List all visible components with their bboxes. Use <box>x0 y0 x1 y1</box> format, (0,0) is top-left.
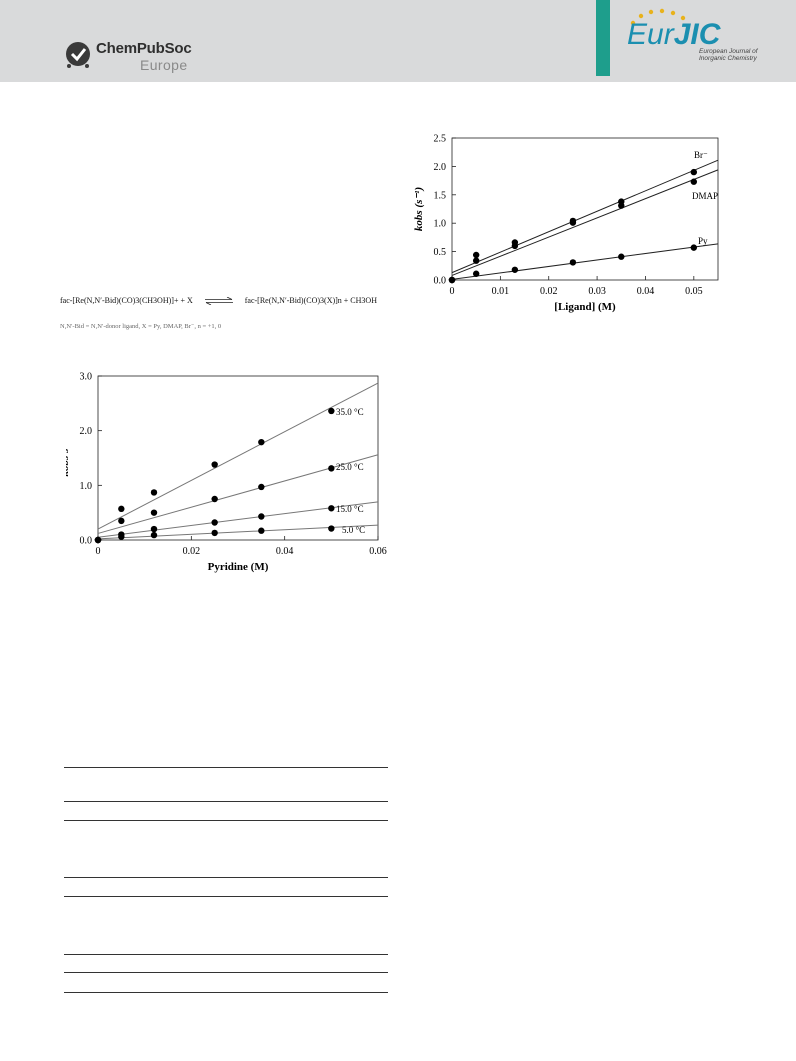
y-tick-label: 1.0 <box>80 481 93 492</box>
x-tick-label: 0 <box>450 286 455 297</box>
data-point <box>569 219 577 226</box>
x-tick-label: 0.02 <box>183 546 201 557</box>
x-tick-label: 0 <box>96 546 101 557</box>
data-point <box>472 251 480 259</box>
series-label: Br⁻ <box>694 150 708 160</box>
series-label: 25.0 °C <box>336 462 364 472</box>
table-rule <box>64 820 388 821</box>
table-rule <box>64 877 388 878</box>
x-tick-label: 0.02 <box>540 286 558 297</box>
reaction-equation: fac-[Re(N,N′-Bid)(CO)3(CH3OH)]+ + X fac-… <box>60 296 400 306</box>
data-point <box>448 276 456 284</box>
reaction-right-side: fac-[Re(N,N′-Bid)(CO)3(X)]n + CH3OH <box>244 296 377 305</box>
table-rule <box>64 954 388 955</box>
fit-line <box>451 169 719 276</box>
y-tick-label: 0.5 <box>434 247 447 258</box>
data-point <box>618 253 625 260</box>
data-point <box>472 257 480 264</box>
data-point <box>690 244 698 251</box>
header-band <box>0 0 796 82</box>
data-point <box>328 465 335 472</box>
journal-accent-bar <box>596 0 610 76</box>
data-point <box>211 519 218 526</box>
data-point <box>118 517 125 525</box>
x-tick-label: 0.01 <box>492 286 510 297</box>
data-point <box>118 533 125 540</box>
reaction-note: N,N′-Bid = N,N′-donor ligand, X = Py, DM… <box>60 323 222 330</box>
data-point <box>150 531 158 539</box>
series-label: 5.0 °C <box>342 525 365 535</box>
data-point <box>211 495 218 503</box>
data-point <box>150 509 158 516</box>
y-axis-label: kobs s⁻¹ <box>66 440 71 477</box>
chempubsoc-seal-icon <box>66 42 90 68</box>
data-point <box>618 202 625 209</box>
data-point <box>118 505 125 513</box>
data-point <box>569 259 577 266</box>
x-axis-label: [Ligand] (M) <box>554 301 616 313</box>
x-tick-label: 0.05 <box>685 286 703 297</box>
data-point <box>328 505 335 512</box>
table-rule <box>64 972 388 973</box>
publisher-name: ChemPubSoc <box>96 40 192 57</box>
data-point <box>150 525 158 533</box>
data-point <box>328 407 335 415</box>
eurjic-logo: EurJIC European Journal of Inorganic Che… <box>615 8 775 68</box>
x-tick-label: 0.04 <box>637 286 655 297</box>
chempubsoc-logo: ChemPubSoc Europe <box>60 36 210 76</box>
data-point <box>258 513 265 520</box>
pyridine-kobs-chart: 0.0 1.0 2.0 3.0 0 0.02 0.04 0.06 Pyridine (M) kob… <box>66 372 387 574</box>
table-rule <box>64 896 388 897</box>
journal-title-eur: Eur <box>627 18 674 51</box>
y-tick-label: 1.0 <box>434 219 447 230</box>
data-point <box>472 270 480 277</box>
y-tick-label: 2.0 <box>80 426 93 437</box>
journal-title: EurJIC <box>627 18 720 52</box>
fit-line <box>451 243 719 280</box>
y-tick-label: 0.0 <box>80 536 93 547</box>
publisher-region: Europe <box>140 57 188 73</box>
fit-line <box>97 382 379 530</box>
data-point <box>258 438 265 446</box>
x-tick-label: 0.06 <box>369 546 387 557</box>
data-point <box>511 266 519 273</box>
data-point <box>258 483 265 491</box>
y-tick-label: 2.0 <box>434 162 447 173</box>
y-axis-label: kobs (s⁻¹) <box>413 187 425 231</box>
y-tick-label: 1.5 <box>434 190 447 201</box>
x-tick-label: 0.03 <box>588 286 606 297</box>
data-point <box>511 242 519 250</box>
x-axis-label: Pyridine (M) <box>208 561 269 573</box>
series-label: Py <box>698 236 708 246</box>
data-point <box>211 529 218 537</box>
ligand-kobs-chart: 0.0 0.5 1.0 1.5 2.0 2.5 0 0.01 0.02 0.03 0.04 0.05 [… <box>413 134 719 313</box>
series-label: DMAP <box>692 191 718 201</box>
series-label: 15.0 °C <box>336 504 364 514</box>
journal-title-jic: JIC <box>673 18 721 51</box>
reaction-scheme: fac-[Re(N,N′-Bid)(CO)3(CH3OH)]+ + X fac-… <box>60 296 400 330</box>
table-rule <box>64 801 388 802</box>
plot-frame <box>451 137 719 281</box>
eu-stars-icon <box>630 8 686 26</box>
y-tick-label: 2.5 <box>434 134 447 145</box>
series-label: 35.0 °C <box>336 407 364 417</box>
equilibrium-arrow-icon <box>204 297 233 306</box>
table-rule-bottom <box>64 992 388 993</box>
data-point <box>150 489 158 496</box>
data-point <box>258 527 265 534</box>
data-point <box>94 536 102 544</box>
data-point <box>690 178 698 185</box>
journal-subtitle: European Journal of Inorganic Chemistry <box>699 48 758 62</box>
data-point <box>211 461 218 468</box>
y-tick-label: 0.0 <box>434 276 447 287</box>
reaction-left-side: fac-[Re(N,N′-Bid)(CO)3(CH3OH)]+ + X <box>60 296 193 305</box>
fit-line <box>451 159 719 274</box>
x-tick-label: 0.04 <box>276 546 294 557</box>
data-point <box>328 525 335 532</box>
table-rule-top <box>64 767 388 768</box>
y-tick-label: 3.0 <box>80 372 93 383</box>
data-point <box>690 168 698 176</box>
plot-frame <box>97 375 379 541</box>
